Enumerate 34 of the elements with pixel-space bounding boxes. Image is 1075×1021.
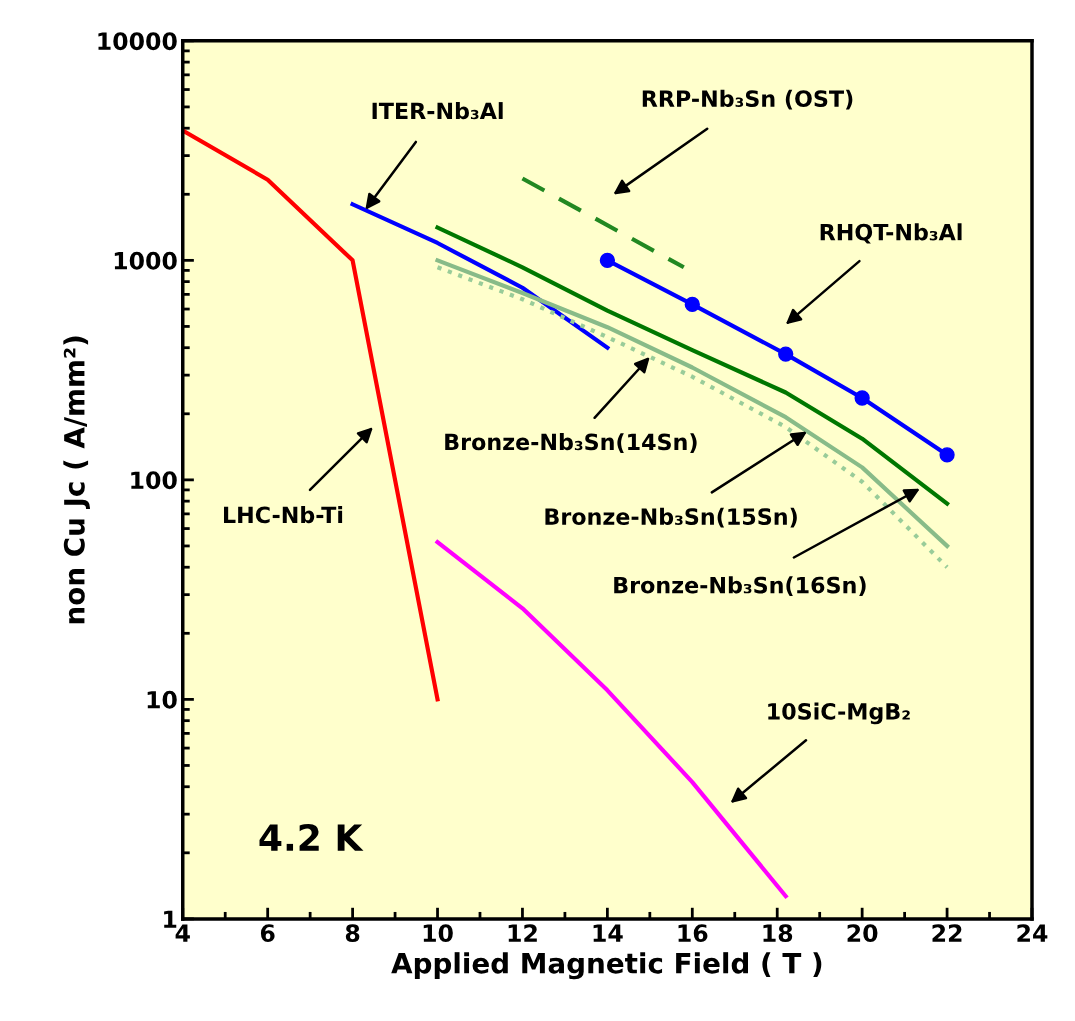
x-tick-label: 4 <box>175 924 190 942</box>
x-tick-label: 12 <box>508 924 537 942</box>
annotation: ITER-Nb₃Al <box>372 102 503 120</box>
annotation: RRP-Nb₃Sn (OST) <box>642 89 853 110</box>
y-tick-label: 10000 <box>98 32 177 51</box>
x-axis-title: Applied Magnetic Field ( T ) <box>391 952 822 980</box>
point <box>599 252 616 268</box>
y-tick-label: 1 <box>164 910 177 928</box>
annotation: Bronze-Nb₃Sn(15Sn) <box>545 507 797 528</box>
annotation: RHQT-Nb₃Al <box>820 223 962 244</box>
y-tick-label: 10 <box>147 690 177 709</box>
x-tick-label: 20 <box>847 924 878 943</box>
y-axis-title: non Cu Jc ( A/mm²) <box>63 336 90 624</box>
x-tick-label: 8 <box>345 924 360 943</box>
x-tick-label: 16 <box>678 924 708 943</box>
x-tick-label: 18 <box>763 924 793 943</box>
point <box>939 447 955 463</box>
line-series <box>350 202 610 350</box>
line-series <box>182 128 440 702</box>
y-tick-label: 100 <box>131 471 177 490</box>
x-tick-label: 14 <box>593 924 623 942</box>
annotation: 10SiC-MgB₂ <box>768 702 910 725</box>
point <box>778 346 794 362</box>
x-tick-label: 24 <box>1017 924 1048 942</box>
x-tick-label: 10 <box>423 924 453 943</box>
x-tick-label: 22 <box>932 924 962 942</box>
annotation: Bronze-Nb₃Sn(14Sn) <box>445 433 697 453</box>
annotation: Bronze-Nb₃Sn(16Sn) <box>614 576 866 597</box>
x-tick-label: 6 <box>260 924 275 943</box>
annotation: 4.2 K <box>259 823 364 851</box>
point <box>854 390 870 406</box>
point <box>684 296 700 313</box>
y-tick-label: 1000 <box>114 251 177 270</box>
annotation: LHC-Nb-Ti <box>224 506 343 524</box>
